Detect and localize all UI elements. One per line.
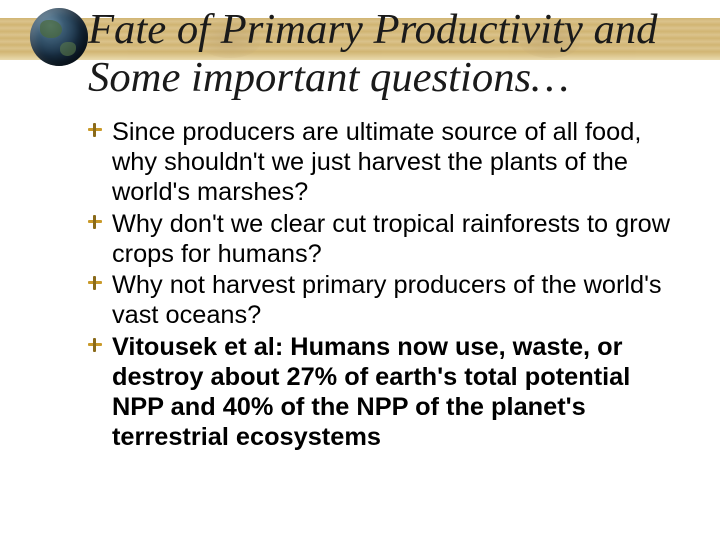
plus-bullet-icon <box>88 217 106 235</box>
bullet-item: Why not harvest primary producers of the… <box>88 271 680 331</box>
bullet-text: Why not harvest primary producers of the… <box>112 271 680 331</box>
plus-bullet-icon <box>88 125 106 143</box>
plus-bullet-icon <box>88 340 106 358</box>
bullet-text: Vitousek et al: Humans now use, waste, o… <box>112 333 680 453</box>
slide-body: Since producers are ultimate source of a… <box>88 118 680 455</box>
globe-icon <box>30 8 88 66</box>
slide-title: Fate of Primary Productivity and Some im… <box>88 6 700 102</box>
plus-bullet-icon <box>88 278 106 296</box>
bullet-item: Since producers are ultimate source of a… <box>88 118 680 208</box>
bullet-text: Since producers are ultimate source of a… <box>112 118 680 208</box>
bullet-item: Why don't we clear cut tropical rainfore… <box>88 210 680 270</box>
bullet-item: Vitousek et al: Humans now use, waste, o… <box>88 333 680 453</box>
bullet-text: Why don't we clear cut tropical rainfore… <box>112 210 680 270</box>
